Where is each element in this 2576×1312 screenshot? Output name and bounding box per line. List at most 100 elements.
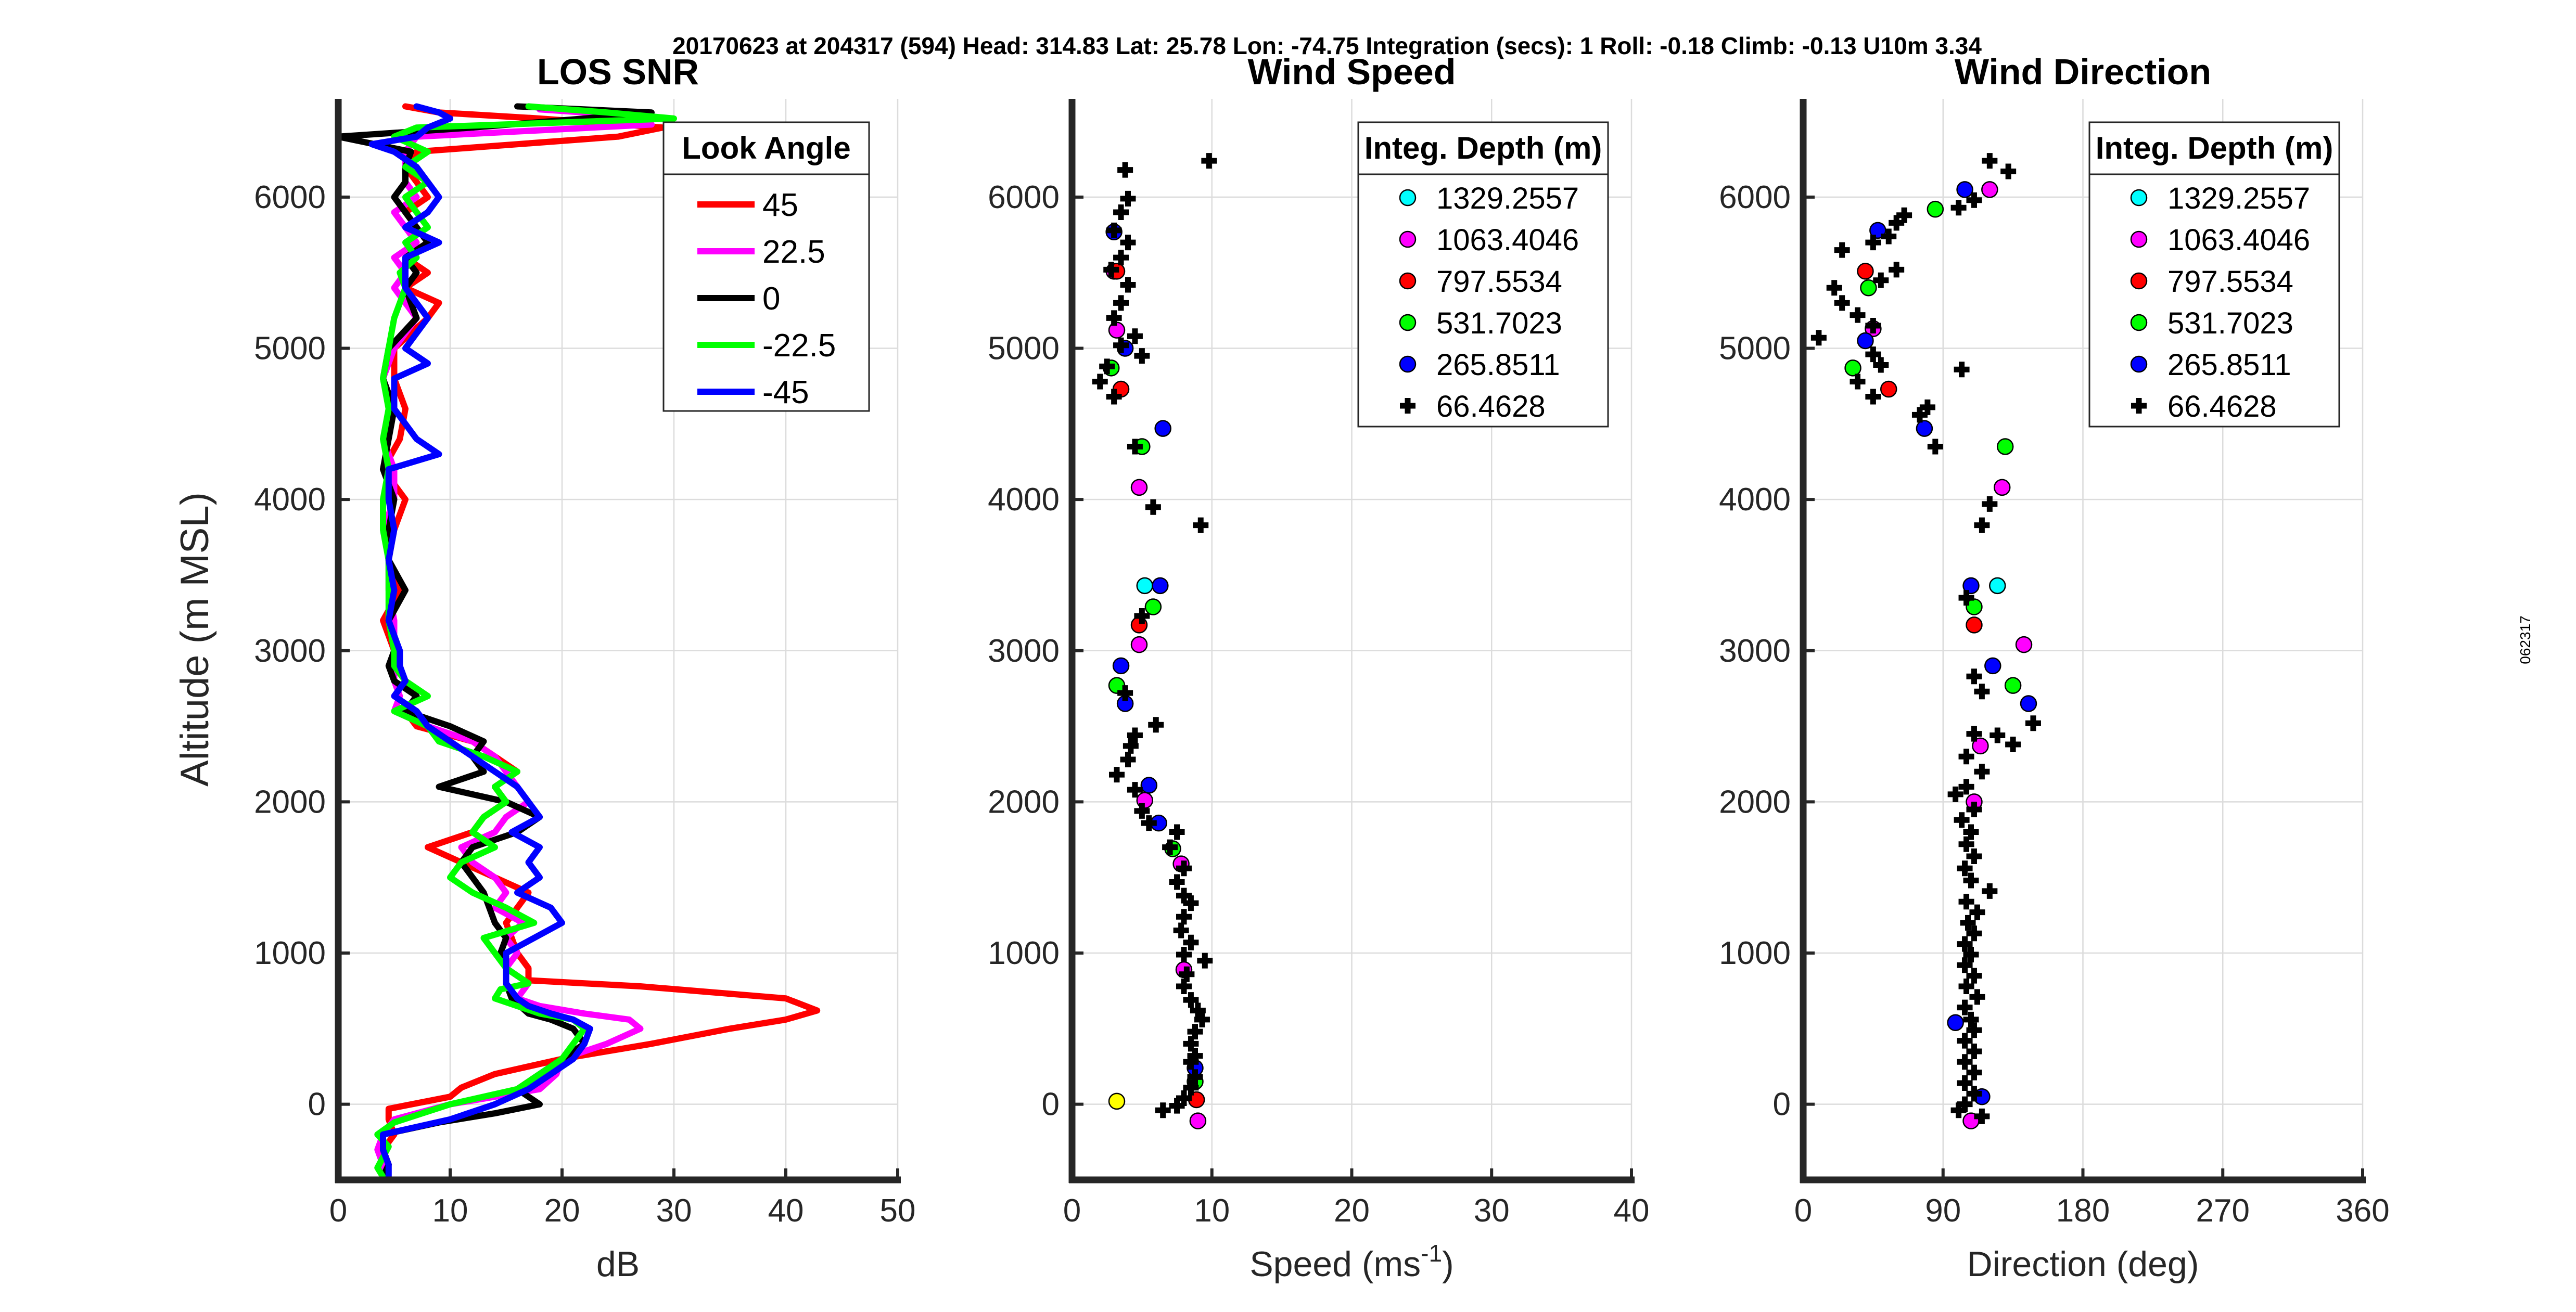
point-66-4628 — [1958, 749, 1974, 765]
point-66-4628 — [1963, 872, 1979, 889]
point-265-8511 — [1857, 332, 1874, 350]
point-66-4628 — [1103, 262, 1119, 278]
point-66-4628 — [1865, 389, 1881, 405]
wind-direction-data — [1810, 153, 2041, 1129]
legend-swatch-66-4628 — [2131, 398, 2147, 414]
point-265-8511 — [1947, 1014, 1964, 1031]
legend-title: Integ. Depth (m) — [1364, 131, 1602, 165]
point-66-4628 — [1982, 883, 1998, 899]
wind-speed-y-tick-label: 6000 — [988, 179, 1060, 215]
point-66-4628 — [1969, 989, 1985, 1005]
wind-speed-x-tick-label: 10 — [1194, 1193, 1230, 1229]
point-66-4628 — [1127, 727, 1143, 743]
wind-direction-y-tick-label: 5000 — [1719, 331, 1791, 367]
point-66-4628 — [1183, 1036, 1199, 1052]
point-66-4628 — [1950, 200, 1967, 216]
point-797-5534 — [1857, 263, 1874, 280]
point-66-4628 — [1183, 992, 1199, 1008]
point-66-4628 — [1958, 894, 1974, 910]
los-snr-x-tick-label: 10 — [432, 1193, 468, 1229]
point-1063-4046 — [1130, 479, 1148, 496]
point-66-4628 — [1958, 836, 1974, 852]
wind-speed-y-tick-label: 2000 — [988, 784, 1060, 820]
point-66-4628 — [1966, 726, 1982, 742]
wind-speed-y-tick-label: 0 — [1042, 1087, 1060, 1123]
wind-direction-x-tick-label: 180 — [2056, 1193, 2110, 1229]
point-265-8511 — [1962, 577, 1980, 595]
wind-direction-x-tick-label: 0 — [1794, 1193, 1812, 1229]
point-66-4628 — [1113, 295, 1129, 311]
los-snr-y-tick-label: 0 — [308, 1087, 326, 1123]
point-66-4628 — [1106, 310, 1122, 326]
point-66-4628 — [1850, 307, 1866, 323]
point-1063-4046 — [2015, 636, 2033, 653]
legend-label-1063-4046: 1063.4046 — [2167, 223, 2310, 257]
point-66-4628 — [1960, 915, 1976, 931]
point-66-4628 — [1109, 767, 1125, 783]
point-66-4628 — [1193, 517, 1209, 533]
point-66-4628 — [1957, 957, 1973, 973]
point-66-4628 — [1974, 764, 1990, 780]
point-66-4628 — [1950, 1102, 1967, 1118]
wind-direction-y-tick-label: 1000 — [1719, 935, 1791, 971]
point-66-4628 — [1911, 407, 1928, 423]
point-531-7023 — [2004, 677, 2022, 694]
legend-label-1329-2557: 1329.2557 — [1436, 182, 1579, 215]
point-66-4628 — [2005, 736, 2021, 752]
point-66-4628 — [1169, 874, 1185, 890]
point-66-4628 — [1810, 330, 1827, 346]
point-531-7023 — [1996, 438, 2014, 455]
point-66-4628 — [1120, 277, 1136, 293]
legend-swatch-265-8511 — [1399, 355, 1417, 373]
wind-direction-x-label: Direction (deg) — [1967, 1244, 2199, 1284]
wind-direction-y-tick-label: 4000 — [1719, 482, 1791, 518]
point-66-4628 — [2000, 163, 2017, 179]
panel-wind-direction: 0 90 180 270 360 0 1000 2000 3000 4000 5000 6000 Win… — [1719, 52, 2390, 1284]
wind-speed-y-tick-label: 1000 — [988, 935, 1060, 971]
los-snr-y-tick-label: 1000 — [254, 935, 326, 971]
point-66-4628 — [1201, 153, 1217, 169]
wind-direction-y-tick-label: 2000 — [1719, 784, 1791, 820]
series-line-45 — [368, 103, 593, 1180]
point-66-4628 — [1127, 328, 1143, 344]
point-66-4628 — [1881, 228, 1897, 245]
wind-speed-x-tick-label: 30 — [1474, 1193, 1510, 1229]
point-1063-4046 — [1981, 181, 1998, 198]
point-66-4628 — [1974, 1108, 1990, 1124]
los-snr-y-tick-label: 4000 — [254, 482, 326, 518]
point-66-4628 — [1127, 782, 1143, 798]
wind-direction-x-tick-label: 90 — [1925, 1193, 1961, 1229]
point-66-4628 — [1974, 517, 1990, 533]
point-66-4628 — [1966, 1086, 1982, 1102]
legend-label-531-7023: 531.7023 — [2167, 306, 2293, 340]
legend-box — [1357, 121, 1609, 428]
wind-direction-y-tick-label: 0 — [1773, 1087, 1791, 1123]
legend-label-531-7023: 531.7023 — [1436, 306, 1562, 340]
point-1063-4046 — [1993, 479, 2011, 496]
point-66-4628 — [1966, 1043, 1982, 1059]
legend-swatch-1063-4046 — [1399, 230, 1417, 248]
legend-swatch-797-5534 — [1399, 272, 1417, 290]
legend-label-797-5534: 797.5534 — [2167, 265, 2293, 299]
point-66-4628 — [1966, 1022, 1982, 1038]
los-snr-y-tick-label: 6000 — [254, 179, 326, 215]
point-265-8511 — [2020, 695, 2037, 712]
point-66-4628 — [1173, 922, 1189, 938]
point-66-4628 — [1969, 904, 1985, 920]
point-66-4628 — [1176, 946, 1192, 962]
los-snr-legend: Look Angle 45 22.5 0 -22.5 -45 — [662, 121, 870, 412]
point-66-4628 — [1183, 1079, 1199, 1096]
point-531-7023 — [1927, 200, 1944, 218]
point-66-4628 — [1963, 946, 1979, 962]
wind-speed-x-label: Speed (ms-1) — [1249, 1240, 1453, 1284]
legend-label-66-4628: 66.4628 — [1436, 390, 1546, 423]
legend-title: Look Angle — [682, 131, 850, 165]
point-66-4628 — [1183, 895, 1199, 911]
legend-box — [662, 121, 870, 412]
point-66-4628 — [1117, 685, 1133, 701]
point-66-4628 — [1958, 978, 1974, 994]
point-66-4628 — [1889, 215, 1905, 231]
point-66-4628 — [1957, 936, 1973, 952]
point-1329-2557 — [1136, 577, 1153, 595]
wind-direction-title: Wind Direction — [1955, 52, 2211, 92]
